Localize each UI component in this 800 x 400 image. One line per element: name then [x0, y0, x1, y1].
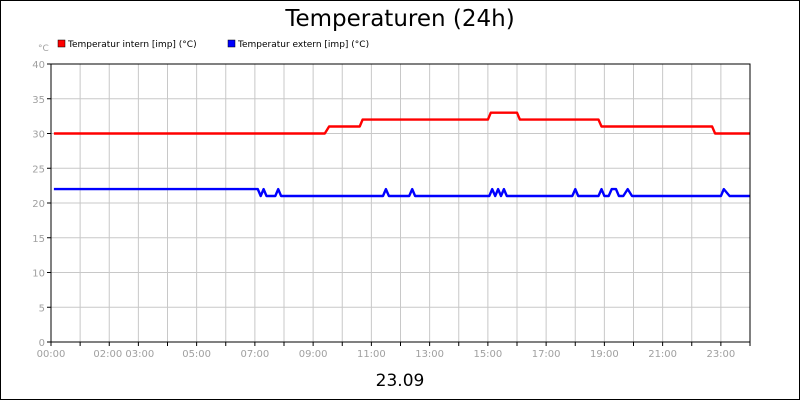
x-axis-ticks: 00:00 02:00 03:00 05:00 07:00 09:00 11:00 13:0…: [37, 342, 751, 360]
y-tick-label: 30: [32, 130, 45, 141]
y-tick-label: 10: [32, 269, 45, 280]
y-tick-label: 0: [39, 338, 45, 349]
y-axis-ticks: 0 5 10 15 20 25 30 35 40: [32, 60, 51, 349]
x-tick-label: 23:00: [706, 349, 735, 360]
date-label: 23.09: [376, 371, 425, 391]
x-tick-label: 13:00: [415, 349, 444, 360]
y-tick-label: 35: [32, 95, 45, 106]
y-unit-label: °C: [38, 44, 49, 54]
legend-swatch: [57, 39, 66, 48]
legend-label: Temperatur extern [imp] (°C): [237, 40, 369, 50]
chart-title: Temperaturen (24h): [284, 6, 514, 32]
x-tick-label: 00:00: [37, 349, 66, 360]
legend-swatch: [227, 39, 236, 48]
y-tick-label: 5: [39, 303, 45, 314]
series-line: [53, 111, 750, 135]
y-tick-label: 25: [32, 164, 45, 175]
x-tick-label: 19:00: [590, 349, 619, 360]
x-tick-label: 11:00: [357, 349, 386, 360]
legend-label: Temperatur intern [imp] (°C): [67, 40, 197, 50]
x-tick-label: 17:00: [532, 349, 561, 360]
x-tick-label: 15:00: [473, 349, 502, 360]
legend: Temperatur intern [imp] (°C) Temperatur e…: [57, 39, 369, 50]
y-tick-label: 20: [32, 199, 45, 210]
x-tick-label: 21:00: [648, 349, 677, 360]
series-line: [53, 187, 750, 198]
series-layer: [53, 111, 750, 198]
y-tick-label: 15: [32, 234, 45, 245]
grid: [51, 64, 750, 342]
x-tick-label: 05:00: [182, 349, 211, 360]
x-tick-label: 02:00 03:00: [93, 349, 154, 360]
x-tick-label: 07:00: [240, 349, 269, 360]
x-tick-label: 09:00: [299, 349, 328, 360]
y-tick-label: 40: [32, 60, 45, 71]
